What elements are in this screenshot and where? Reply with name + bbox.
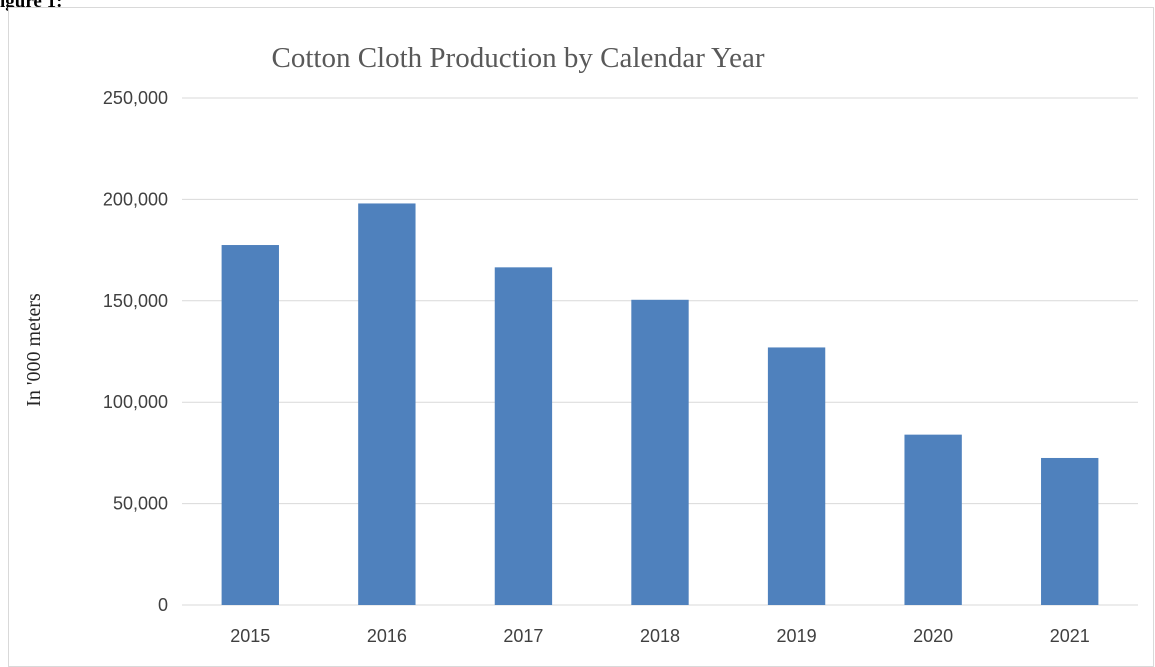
x-tick-label: 2016 bbox=[367, 626, 407, 646]
x-tick-label: 2018 bbox=[640, 626, 680, 646]
bar-2016 bbox=[358, 203, 416, 605]
bar-2019 bbox=[767, 347, 826, 605]
bar-2018 bbox=[631, 299, 689, 605]
y-tick-label: 0 bbox=[158, 595, 168, 615]
bar-2017 bbox=[494, 267, 553, 605]
x-tick-label: 2019 bbox=[777, 626, 817, 646]
chart-title: Cotton Cloth Production by Calendar Year bbox=[272, 42, 765, 74]
bar-2021 bbox=[1041, 457, 1099, 605]
bars bbox=[221, 203, 1099, 605]
x-tick-label: 2021 bbox=[1050, 626, 1090, 646]
x-tick-label: 2015 bbox=[230, 626, 270, 646]
y-tick-label: 250,000 bbox=[103, 88, 168, 108]
bar-2015 bbox=[221, 245, 279, 605]
y-tick-label: 50,000 bbox=[113, 494, 168, 514]
y-tick-label: 200,000 bbox=[103, 189, 168, 209]
bar-2020 bbox=[904, 434, 962, 605]
x-tick-label: 2020 bbox=[913, 626, 953, 646]
y-axis-ticks: 0 50,000 100,000 150,000 200,000 250,000 bbox=[103, 88, 168, 615]
chart-frame bbox=[8, 7, 1154, 667]
x-tick-label: 2017 bbox=[503, 626, 543, 646]
y-tick-label: 150,000 bbox=[103, 291, 168, 311]
y-axis-label: In '000 meters bbox=[23, 293, 45, 407]
x-axis-ticks: 2015 2016 2017 2018 2019 2020 2021 bbox=[230, 626, 1089, 646]
y-tick-label: 100,000 bbox=[103, 392, 168, 412]
